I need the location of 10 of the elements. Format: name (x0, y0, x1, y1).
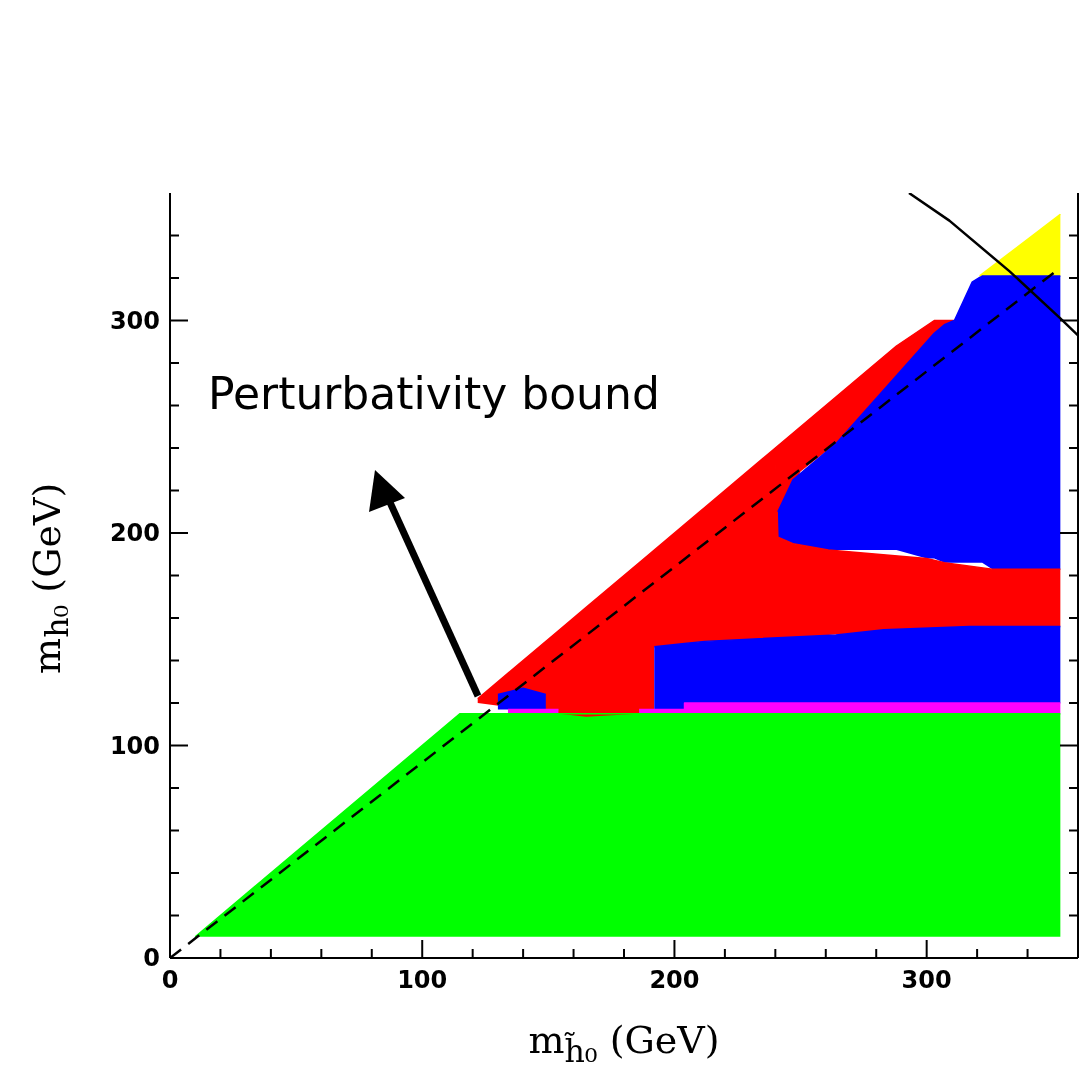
y-tick-label: 100 (109, 731, 160, 760)
x-tick-label: 300 (901, 966, 952, 994)
x-tick-label: 100 (397, 966, 448, 994)
x-axis-title: m$_{h̃₀}$ (GeV) (527, 1018, 721, 1069)
x-tick-label: 0 (161, 966, 179, 994)
x-tick-label: 200 (649, 966, 700, 994)
y-tick-label: 0 (143, 944, 160, 972)
annotation: Perturbativity bound (208, 368, 660, 419)
y-tick-label: 300 (109, 306, 160, 335)
y-tick-label: 200 (109, 519, 160, 547)
